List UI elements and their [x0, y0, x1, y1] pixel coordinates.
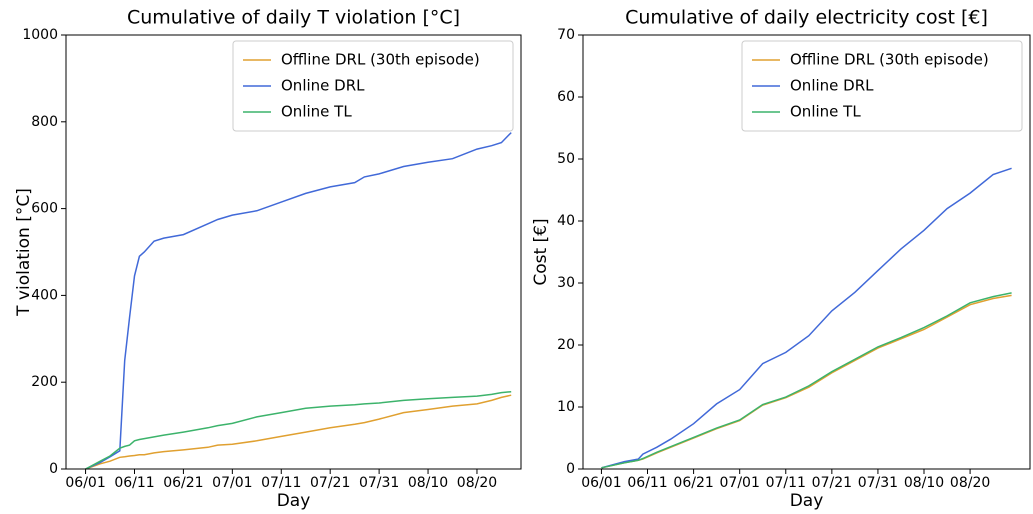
line-series — [85, 132, 512, 470]
y-tick-label: 30 — [557, 275, 575, 291]
legend-label: Online DRL — [281, 77, 365, 95]
x-tick-label: 07/11 — [766, 475, 806, 491]
y-tick-label: 40 — [557, 213, 575, 229]
x-tick-label: 06/21 — [163, 475, 203, 491]
y-tick-label: 50 — [557, 151, 575, 167]
y-tick-label: 60 — [557, 89, 575, 105]
y-tick-label: 20 — [557, 337, 575, 353]
line-series — [601, 167, 1012, 469]
x-tick-label: 07/01 — [720, 475, 760, 491]
y-tick-label: 200 — [31, 374, 58, 390]
y-tick-label: 70 — [557, 27, 575, 43]
y-tick-label: 0 — [49, 461, 58, 477]
x-tick-label: 08/20 — [950, 475, 990, 491]
legend-label: Online TL — [790, 103, 861, 121]
x-axis-label: Day — [790, 491, 824, 511]
y-tick-label: 600 — [31, 201, 58, 217]
x-axis-label: Day — [277, 491, 311, 511]
x-tick-label: 07/31 — [858, 475, 898, 491]
line-series — [85, 390, 512, 470]
plot-frame — [582, 34, 1031, 470]
chart-title: Cumulative of daily electricity cost [€] — [625, 7, 988, 29]
x-tick-label: 06/01 — [581, 475, 621, 491]
legend-label: Offline DRL (30th episode) — [790, 51, 989, 69]
y-tick-label: 10 — [557, 399, 575, 415]
x-tick-label: 07/21 — [812, 475, 852, 491]
x-tick-label: 06/01 — [65, 475, 105, 491]
x-tick-label: 08/10 — [408, 475, 448, 491]
x-tick-label: 07/31 — [359, 475, 399, 491]
y-tick-label: 400 — [31, 287, 58, 303]
plot-frame — [65, 34, 522, 470]
legend-box — [232, 40, 514, 132]
x-tick-label: 06/11 — [627, 475, 667, 491]
y-tick-label: 0 — [566, 461, 575, 477]
x-tick-label: 08/20 — [457, 475, 497, 491]
line-series — [85, 394, 512, 470]
legend-box — [741, 40, 1023, 132]
x-tick-label: 08/10 — [904, 475, 944, 491]
x-tick-label: 06/11 — [114, 475, 154, 491]
legend-label: Offline DRL (30th episode) — [281, 51, 480, 69]
x-tick-label: 07/11 — [261, 475, 301, 491]
x-tick-label: 07/01 — [212, 475, 252, 491]
line-series — [601, 292, 1012, 469]
chart-title: Cumulative of daily T violation [°C] — [127, 7, 460, 29]
x-tick-label: 06/21 — [673, 475, 713, 491]
x-tick-label: 07/21 — [310, 475, 350, 491]
y-axis-label: T violation [°C] — [14, 188, 34, 317]
y-tick-label: 1000 — [22, 27, 58, 43]
y-axis-label: Cost [€] — [531, 218, 551, 285]
legend-label: Online TL — [281, 103, 352, 121]
legend-label: Online DRL — [790, 77, 874, 95]
y-tick-label: 800 — [31, 114, 58, 130]
line-series — [601, 294, 1012, 469]
